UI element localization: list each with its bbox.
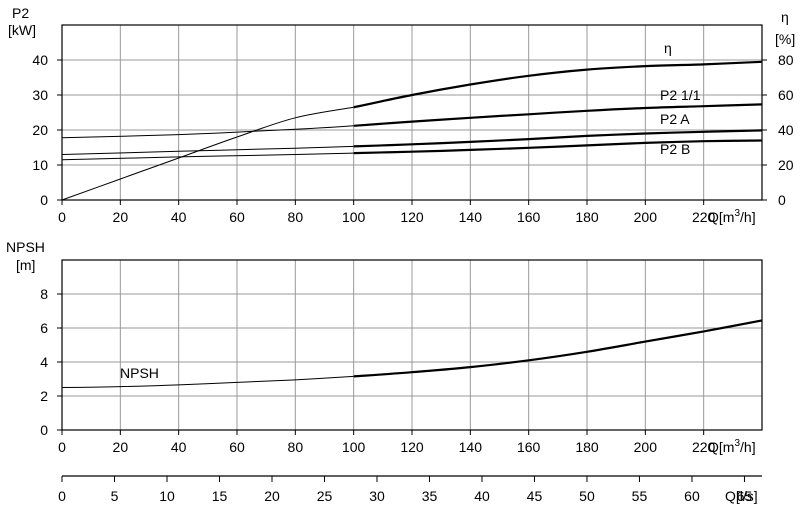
power-x-tick-label: 180 [575, 209, 599, 225]
npsh-x-axis-title: Q[m3/h] [708, 438, 756, 455]
power-x-tick-label: 120 [400, 209, 424, 225]
npsh-y-tick-label: 0 [40, 422, 48, 438]
curve-p2-full-thick [353, 103, 763, 127]
power-x-tick-label: 100 [342, 209, 366, 225]
power-x-tick-label: 60 [229, 209, 245, 225]
npsh-x-tick-label: 160 [517, 439, 541, 455]
power-x-tick-label: 0 [58, 209, 66, 225]
flow-ls-tick-label: 45 [527, 488, 543, 504]
flow-ls-tick-label: 60 [684, 488, 700, 504]
npsh-x-tick-label: 220 [692, 439, 716, 455]
curve-p2-full-thin [61, 125, 354, 139]
flow-ls-tick-label: 10 [159, 488, 175, 504]
npsh-axis-unit: [m] [16, 257, 35, 273]
power-x-tick-label: 200 [634, 209, 658, 225]
npsh-x-tick-label: 0 [58, 439, 66, 455]
efficiency-axis-unit: [%] [775, 31, 795, 47]
curve-p2-b-thin [61, 152, 354, 161]
power-x-tick-label: 140 [459, 209, 483, 225]
curve-p2-a-thick [353, 129, 763, 148]
flow-ls-tick-label: 50 [579, 488, 595, 504]
power-y-tick-label: 10 [32, 157, 48, 173]
curve-eta-label: η [664, 40, 672, 56]
power-axis-name: P2 [12, 5, 29, 21]
flow-ls-tick-label: 35 [422, 488, 438, 504]
curve-eta-thick [353, 60, 763, 109]
npsh-x-tick-label: 180 [575, 439, 599, 455]
npsh-y-tick-label: 4 [40, 354, 48, 370]
npsh-x-tick-label: 40 [171, 439, 187, 455]
efficiency-y-tick-label: 0 [778, 192, 786, 208]
power-x-tick-label: 40 [171, 209, 187, 225]
npsh-y-tick-label: 2 [40, 388, 48, 404]
power-y-tick-label: 0 [40, 192, 48, 208]
flow-ls-tick-label: 30 [369, 488, 385, 504]
power-x-tick-label: 160 [517, 209, 541, 225]
npsh-x-tick-label: 120 [400, 439, 424, 455]
flow-ls-tick-label: 40 [474, 488, 490, 504]
power-x-tick-label: 220 [692, 209, 716, 225]
curve-eta-thin [61, 106, 354, 201]
flow-ls-tick-label: 55 [632, 488, 648, 504]
curve-npsh-thick [353, 319, 763, 378]
flow-ls-tick-label: 65 [737, 488, 753, 504]
npsh-x-tick-label: 20 [113, 439, 129, 455]
power-y-tick-label: 40 [32, 52, 48, 68]
efficiency-y-tick-label: 60 [778, 87, 794, 103]
flow-ls-tick-label: 25 [317, 488, 333, 504]
flow-ls-tick-label: 15 [212, 488, 228, 504]
npsh-y-tick-label: 6 [40, 320, 48, 336]
npsh-x-tick-label: 80 [288, 439, 304, 455]
curve-p2-b-label: P2 B [660, 141, 690, 157]
npsh-x-tick-label: 60 [229, 439, 245, 455]
efficiency-y-tick-label: 20 [778, 157, 794, 173]
flow-ls-axis-title: Q[l/s] [725, 488, 758, 504]
efficiency-axis-name: η [781, 9, 789, 25]
npsh-x-tick-label: 140 [459, 439, 483, 455]
power-x-tick-label: 80 [288, 209, 304, 225]
curve-npsh-label: NPSH [120, 365, 159, 381]
curve-npsh-thin [61, 375, 354, 388]
efficiency-y-tick-label: 80 [778, 52, 794, 68]
curve-p2-a-label: P2 A [660, 111, 690, 127]
flow-ls-tick-label: 0 [58, 488, 66, 504]
efficiency-y-tick-label: 40 [778, 122, 794, 138]
curve-p2-full-label: P2 1/1 [660, 87, 701, 103]
npsh-y-tick-label: 8 [40, 286, 48, 302]
power-y-tick-label: 20 [32, 122, 48, 138]
npsh-x-tick-label: 200 [634, 439, 658, 455]
npsh-axis-name: NPSH [6, 239, 45, 255]
curve-p2-b-thick [353, 139, 763, 155]
flow-ls-tick-label: 5 [111, 488, 119, 504]
power-y-tick-label: 30 [32, 87, 48, 103]
power-x-axis-title: Q[m3/h] [708, 208, 756, 225]
npsh-x-tick-label: 100 [342, 439, 366, 455]
curve-p2-a-thin [61, 145, 354, 155]
power-axis-unit: [kW] [8, 22, 36, 38]
power-x-tick-label: 20 [113, 209, 129, 225]
flow-ls-tick-label: 20 [264, 488, 280, 504]
